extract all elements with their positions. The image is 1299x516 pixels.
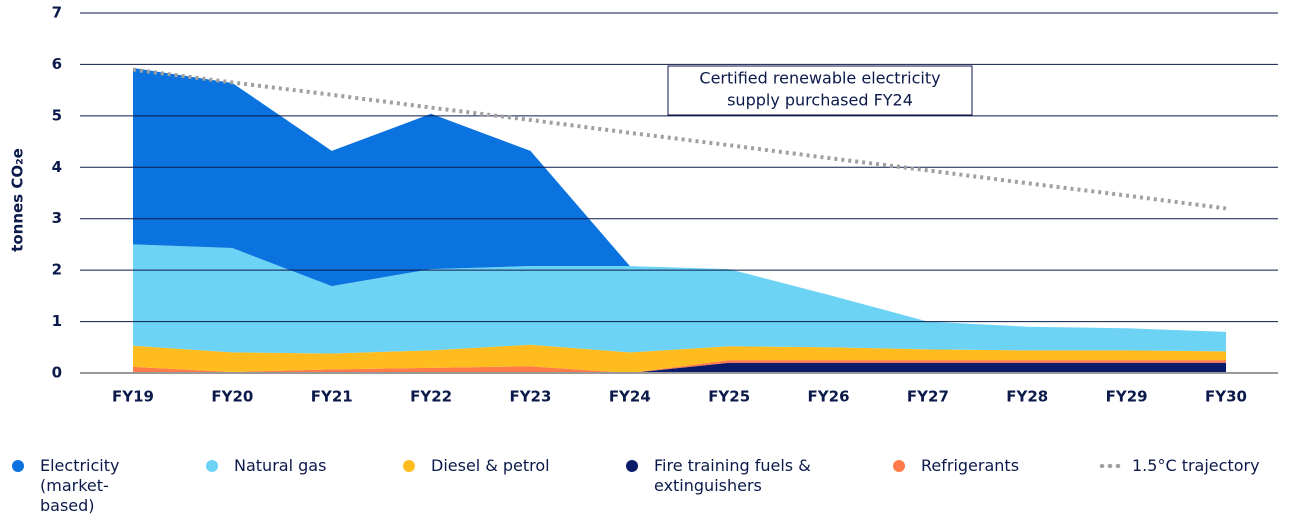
x-tick-label: FY28: [1006, 388, 1048, 406]
legend: Electricity (market-based) Natural gas Die…: [0, 456, 1299, 515]
legend-item: Natural gas: [206, 456, 386, 476]
y-tick-label: 5: [52, 106, 62, 124]
x-tick-label: FY23: [509, 388, 551, 406]
x-tick-label: FY26: [808, 388, 850, 406]
trajectory-line: [132, 67, 1227, 211]
legend-item: Electricity (market-based): [12, 456, 162, 516]
x-tick-label: FY25: [708, 388, 750, 406]
legend-label: Natural gas: [234, 456, 327, 475]
y-axis-label: tonnes CO₂e: [9, 148, 27, 252]
legend-label: Fire training fuels & extinguishers: [654, 456, 811, 495]
area: [133, 68, 1226, 332]
legend-item: Fire training fuels & extinguishers: [626, 456, 866, 496]
legend-item: Refrigerants: [893, 456, 1073, 476]
y-tick-label: 1: [52, 312, 62, 330]
y-tick-label: 3: [52, 209, 62, 227]
y-tick-label: 0: [52, 364, 62, 382]
legend-marker: [12, 460, 24, 472]
legend-marker: [626, 460, 638, 472]
area: [133, 344, 1226, 373]
legend-item: 1.5°C trajectory: [1098, 456, 1298, 476]
annotation: Certified renewable electricity: [699, 69, 940, 88]
x-tick-label: FY20: [211, 388, 253, 406]
area: [133, 244, 1226, 354]
legend-label: 1.5°C trajectory: [1132, 456, 1260, 475]
y-tick-label: 2: [52, 261, 62, 279]
annotation-box: [667, 65, 973, 116]
x-tick-label: FY27: [907, 388, 949, 406]
x-tick-label: FY24: [609, 388, 651, 406]
x-tick-label: FY22: [410, 388, 452, 406]
y-tick-label: 7: [52, 4, 62, 22]
legend-label: Diesel & petrol: [431, 456, 550, 475]
legend-marker: [893, 460, 905, 472]
legend-marker: [206, 460, 218, 472]
y-tick-label: 4: [52, 158, 62, 176]
x-tick-label: FY19: [112, 388, 154, 406]
legend-label: Refrigerants: [921, 456, 1020, 475]
chart: tonnes CO₂e 0 1 2 3 4 5 6 7 FY19 FY20 FY21 FY22 FY23…: [9, 4, 1278, 406]
legend-marker: [1098, 464, 1122, 468]
x-tick-label: FY29: [1106, 388, 1148, 406]
x-tick-label: FY30: [1205, 388, 1247, 406]
x-tick-label: FY21: [311, 388, 353, 406]
legend-item: Diesel & petrol: [403, 456, 603, 476]
area: [133, 360, 1226, 373]
legend-label: Electricity (market-based): [40, 456, 120, 515]
legend-marker: [403, 460, 415, 472]
annotation: supply purchased FY24: [727, 91, 913, 110]
y-tick-label: 6: [52, 55, 62, 73]
